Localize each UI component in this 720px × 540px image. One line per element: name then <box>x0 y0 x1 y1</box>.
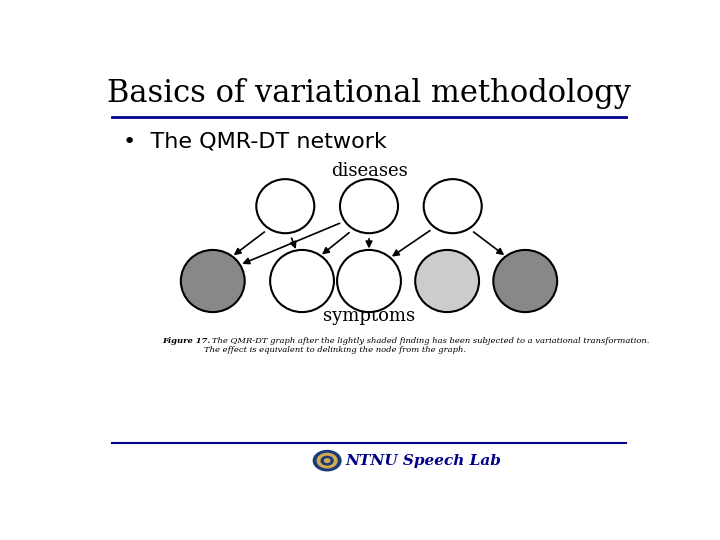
Ellipse shape <box>340 179 398 233</box>
Ellipse shape <box>181 250 245 312</box>
Circle shape <box>312 450 342 471</box>
Ellipse shape <box>415 250 479 312</box>
Circle shape <box>324 458 330 463</box>
Ellipse shape <box>270 250 334 312</box>
Ellipse shape <box>256 179 315 233</box>
Text: NTNU Speech Lab: NTNU Speech Lab <box>345 454 501 468</box>
Text: symptoms: symptoms <box>323 307 415 326</box>
Text: Basics of variational methodology: Basics of variational methodology <box>107 78 631 110</box>
Text: •  The QMR-DT network: • The QMR-DT network <box>124 132 387 152</box>
Ellipse shape <box>493 250 557 312</box>
Circle shape <box>320 456 334 465</box>
Text: diseases: diseases <box>330 162 408 180</box>
Ellipse shape <box>423 179 482 233</box>
Circle shape <box>317 453 338 469</box>
Text: The QMR-DT graph after the lightly shaded finding has been subjected to a variat: The QMR-DT graph after the lightly shade… <box>204 337 649 354</box>
Text: Figure 17.: Figure 17. <box>163 337 211 345</box>
Ellipse shape <box>337 250 401 312</box>
